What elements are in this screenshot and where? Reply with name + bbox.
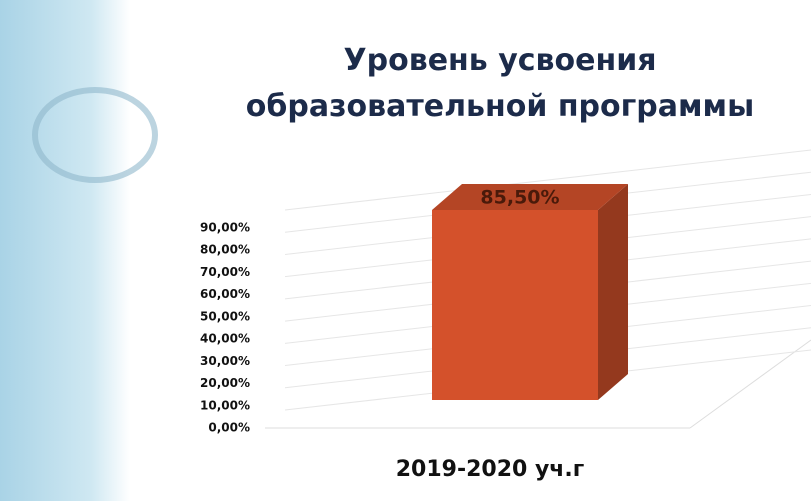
floor-line xyxy=(689,339,811,429)
y-tick-label: 90,00% xyxy=(200,221,250,235)
x-tick-label: 2019-2020 уч.г xyxy=(396,457,585,482)
y-tick-label: 60,00% xyxy=(200,287,250,301)
y-tick-label: 0,00% xyxy=(208,421,250,435)
bar-side xyxy=(598,184,628,400)
y-tick-label: 10,00% xyxy=(200,398,250,412)
bar xyxy=(432,210,598,400)
y-tick-label: 50,00% xyxy=(200,309,250,323)
value-label: 85,50% xyxy=(480,187,559,209)
decor-strip xyxy=(0,0,130,501)
y-tick-label: 40,00% xyxy=(200,332,250,346)
bar-top xyxy=(432,184,628,210)
y-tick-label: 30,00% xyxy=(200,354,250,368)
y-tick-label: 20,00% xyxy=(200,376,250,390)
decor-ring xyxy=(32,87,158,183)
chart-title: Уровень усвоения образовательной програм… xyxy=(245,43,755,124)
y-tick-label: 70,00% xyxy=(200,265,250,279)
y-tick-label: 80,00% xyxy=(200,243,250,257)
grid-line xyxy=(284,149,811,211)
